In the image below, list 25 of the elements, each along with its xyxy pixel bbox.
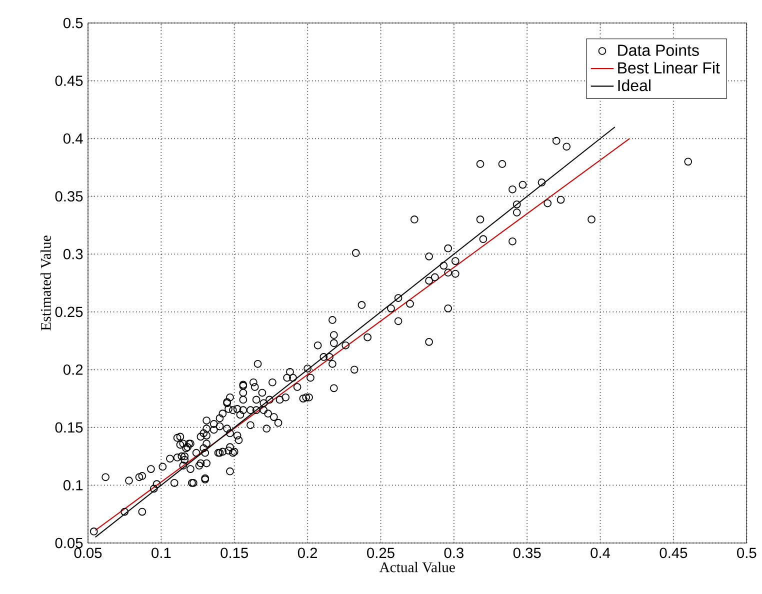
legend-label: Best Linear Fit — [618, 62, 720, 74]
x-tick-label: 0.4 — [590, 548, 610, 558]
y-axis-title: Estimated Value — [40, 236, 51, 330]
y-tick-label: 0.35 — [55, 191, 83, 202]
y-tick-label: 0.15 — [55, 422, 83, 433]
y-tick-label: 0.2 — [63, 364, 83, 375]
x-tick-label: 0.5 — [737, 548, 756, 558]
x-tick-label: 0.1 — [152, 548, 171, 558]
y-tick-label: 0.45 — [55, 76, 83, 86]
legend-label: Ideal — [618, 79, 650, 92]
y-tick-label: 0.05 — [55, 538, 83, 548]
y-tick-label: 0.3 — [63, 248, 83, 260]
legend-label: Data Points — [618, 44, 699, 56]
y-tick-label: 0.25 — [55, 306, 83, 318]
x-tick-label: 0.15 — [220, 548, 248, 558]
y-tick-label: 0.5 — [63, 18, 83, 28]
y-tick-label: 0.4 — [63, 133, 83, 144]
x-tick-label: 0.25 — [367, 548, 394, 558]
x-tick-label: 0.3 — [444, 548, 464, 558]
y-tick-label: 0.1 — [63, 480, 83, 490]
x-tick-label: 0.05 — [74, 548, 102, 558]
x-tick-label: 0.2 — [298, 548, 318, 558]
x-axis-title: Actual Value — [379, 562, 455, 572]
x-tick-label: 0.35 — [513, 548, 541, 558]
x-tick-label: 0.45 — [660, 548, 688, 558]
